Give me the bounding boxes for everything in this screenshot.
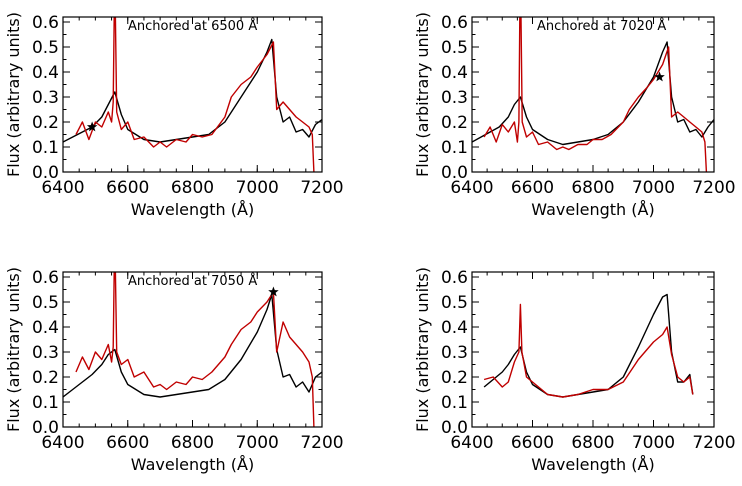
x-axis-label: Wavelength (Å)	[131, 200, 254, 219]
x-tick-label: 7200	[300, 178, 343, 198]
x-tick-label: 6600	[106, 433, 149, 453]
y-tick-label: 0.2	[441, 113, 468, 133]
y-axis-label: Flux (arbitrary units)	[4, 267, 23, 432]
x-tick-label: 7000	[632, 178, 675, 198]
x-tick-label: 7200	[692, 433, 735, 453]
y-tick-label: 0.2	[32, 113, 59, 133]
y-tick-label: 0.5	[32, 38, 59, 58]
plot-frame	[63, 17, 322, 172]
anchor-annotation: Anchored at 6500 Å	[128, 18, 257, 34]
y-tick-label: 0.4	[32, 63, 59, 83]
y-tick-label: 0.6	[441, 268, 468, 288]
y-tick-label: 0.3	[441, 343, 468, 363]
y-tick-label: 0.6	[441, 13, 468, 33]
y-tick-label: 0.3	[32, 88, 59, 108]
x-tick-label: 6600	[106, 178, 149, 198]
x-tick-label: 6800	[571, 178, 614, 198]
y-tick-label: 0.5	[32, 293, 59, 313]
y-tick-label: 0.2	[441, 368, 468, 388]
plot-frame	[472, 272, 714, 427]
chart-panel-4: 6400 6600 6800 7000 72000.00.10.20.30.40.50.…	[413, 267, 736, 474]
y-tick-label: 0.3	[32, 343, 59, 363]
y-axis-label: Flux (arbitrary units)	[4, 12, 23, 177]
x-tick-label: 7200	[692, 178, 735, 198]
x-tick-label: 6600	[511, 178, 554, 198]
anchor-annotation: Anchored at 7020 Å	[537, 18, 666, 34]
series-line-model	[484, 295, 693, 398]
x-tick-label: 7200	[300, 433, 343, 453]
y-tick-label: 0.6	[32, 268, 59, 288]
series-line-model	[472, 42, 714, 145]
anchor-annotation: Anchored at 7050 Å	[128, 273, 257, 289]
y-tick-label: 0.6	[32, 13, 59, 33]
plot-frame	[472, 17, 714, 172]
x-tick-label: 6800	[171, 178, 214, 198]
series-line-observed	[76, 272, 316, 440]
x-tick-label: 7000	[236, 433, 279, 453]
y-tick-label: 0.5	[441, 293, 468, 313]
y-tick-label: 0.3	[441, 88, 468, 108]
chart-panel-1: 6400 6600 6800 7000 72000.00.10.20.30.40.50.…	[4, 12, 344, 219]
series-line-model	[63, 295, 322, 398]
x-axis-label: Wavelength (Å)	[131, 455, 254, 474]
x-tick-label: 6600	[511, 433, 554, 453]
y-tick-label: 0.4	[32, 318, 59, 338]
series-line-observed	[76, 17, 316, 185]
y-tick-label: 0.0	[32, 163, 59, 183]
x-tick-label: 7000	[236, 178, 279, 198]
x-tick-label: 7000	[632, 433, 675, 453]
y-tick-label: 0.4	[441, 318, 468, 338]
y-tick-label: 0.0	[441, 163, 468, 183]
y-tick-label: 0.1	[441, 393, 468, 413]
chart-panel-2: 6400 6600 6800 7000 72000.00.10.20.30.40.50.…	[413, 12, 736, 219]
y-tick-label: 0.1	[32, 393, 59, 413]
y-tick-label: 0.2	[32, 368, 59, 388]
y-tick-label: 0.0	[441, 418, 468, 438]
x-tick-label: 6800	[571, 433, 614, 453]
y-axis-label: Flux (arbitrary units)	[413, 267, 432, 432]
x-axis-label: Wavelength (Å)	[531, 455, 654, 474]
y-tick-label: 0.5	[441, 38, 468, 58]
x-axis-label: Wavelength (Å)	[531, 200, 654, 219]
y-tick-label: 0.0	[32, 418, 59, 438]
series-line-observed	[484, 305, 693, 398]
y-axis-label: Flux (arbitrary units)	[413, 12, 432, 177]
y-tick-label: 0.1	[441, 138, 468, 158]
chart-panel-3: 6400 6600 6800 7000 72000.00.10.20.30.40.50.…	[4, 267, 344, 474]
plot-frame	[63, 272, 322, 427]
x-tick-label: 6800	[171, 433, 214, 453]
y-tick-label: 0.4	[441, 63, 468, 83]
anchor-star-marker	[654, 72, 665, 82]
y-tick-label: 0.1	[32, 138, 59, 158]
